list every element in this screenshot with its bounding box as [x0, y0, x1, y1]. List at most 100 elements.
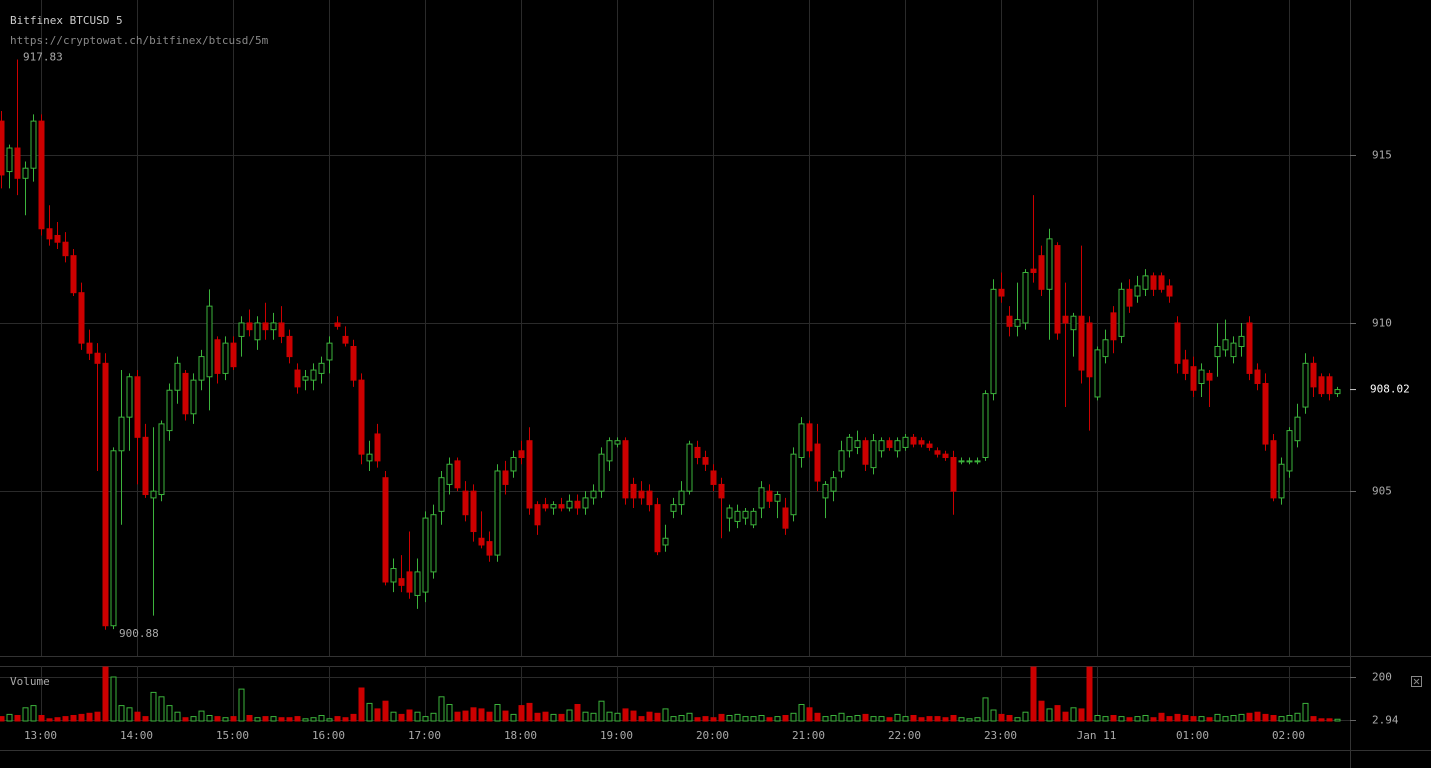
candle-body [846, 436, 853, 452]
candle-body [206, 305, 213, 378]
volume-bar [1246, 712, 1253, 722]
volume-bar [38, 715, 45, 722]
candle-body [334, 322, 341, 327]
candle-body [22, 167, 29, 179]
candle-body [910, 436, 917, 445]
candle-body [1254, 369, 1261, 385]
candle-body [574, 500, 581, 509]
candle-body [1030, 268, 1037, 273]
candle-body [630, 483, 637, 499]
candle-body [342, 335, 349, 344]
volume-bar [1270, 715, 1277, 722]
volume-bar [1190, 716, 1197, 722]
candle-body [654, 504, 661, 553]
volume-bar [1014, 717, 1021, 722]
candle-body [870, 440, 877, 469]
candle-body [134, 376, 141, 438]
volume-bar [358, 687, 365, 722]
candle-body [1054, 245, 1061, 334]
volume-bar [870, 716, 877, 722]
volume-bar [318, 715, 325, 722]
candle-body [1062, 315, 1069, 324]
candle-body [1270, 440, 1277, 499]
candle-body [710, 470, 717, 485]
volume-bar [542, 711, 549, 722]
volume-bar [790, 712, 797, 722]
volume-bar [1134, 716, 1141, 722]
volume-bar [414, 711, 421, 722]
volume-bar [590, 712, 597, 722]
volume-bar [566, 709, 573, 722]
volume-bar [1126, 717, 1133, 722]
candle-body [286, 335, 293, 358]
candle-body [1262, 383, 1269, 445]
candle-body [278, 322, 285, 337]
candle-body [1238, 335, 1245, 348]
candle-body [462, 490, 469, 516]
candle-body [0, 120, 5, 176]
volume-bar [934, 716, 941, 722]
candle-body [550, 504, 557, 509]
volume-bar [830, 715, 837, 722]
volume-bar [166, 705, 173, 722]
candle-body [1022, 271, 1029, 324]
candle-body [862, 440, 869, 465]
candle-body [262, 322, 269, 331]
volume-bar [238, 688, 245, 722]
candle-body [1206, 372, 1213, 381]
candle-body [670, 504, 677, 512]
volume-bar [654, 712, 661, 722]
candle-body [566, 500, 573, 509]
candle-body [1326, 376, 1333, 395]
x-tick-label: 20:00 [696, 729, 729, 742]
candle-body [926, 443, 933, 448]
volume-bar [46, 718, 53, 722]
candle-body [422, 517, 429, 593]
volume-bar [670, 716, 677, 722]
volume-bar [446, 704, 453, 722]
volume-bar [518, 705, 525, 722]
volume-bar [886, 717, 893, 722]
candle-body [430, 514, 437, 573]
candle-body [542, 504, 549, 509]
candle-body [750, 510, 757, 526]
volume-bar [126, 707, 133, 722]
volume-bar [1110, 715, 1117, 722]
volume-bar [558, 713, 565, 722]
volume-bar [718, 713, 725, 722]
candle-body [1286, 430, 1293, 472]
candle-body [686, 443, 693, 492]
volume-bar [1158, 712, 1165, 722]
candle-body [446, 463, 453, 485]
volume-bar [782, 715, 789, 722]
volume-bar [270, 716, 277, 722]
volume-bar [966, 718, 973, 722]
volume-bar [30, 705, 37, 722]
volume-bar [734, 713, 741, 722]
volume-bar [430, 712, 437, 722]
candle-body [126, 376, 133, 418]
volume-bar [326, 718, 333, 722]
x-tick-label: 23:00 [984, 729, 1017, 742]
candle-body [1038, 255, 1045, 290]
candle-body [1318, 376, 1325, 395]
candle-body [830, 477, 837, 492]
candle-body [46, 228, 53, 240]
candle-body [270, 322, 277, 331]
close-button[interactable] [1411, 676, 1422, 687]
candle-body [86, 342, 93, 354]
candle-body [78, 292, 85, 344]
volume-bar [390, 711, 397, 722]
volume-bar [1278, 716, 1285, 722]
volume-bar [150, 691, 157, 722]
candle-body [886, 440, 893, 448]
x-tick-label: 22:00 [888, 729, 921, 742]
candle-body [350, 346, 357, 381]
chart-subtitle: https://cryptowat.ch/bitfinex/btcusd/5m [10, 34, 269, 47]
volume-bar [1102, 716, 1109, 722]
volume-bar [102, 666, 109, 722]
volume-bar [422, 716, 429, 722]
candle-body [942, 453, 949, 459]
volume-bar [262, 716, 269, 722]
candle-body [526, 440, 533, 509]
